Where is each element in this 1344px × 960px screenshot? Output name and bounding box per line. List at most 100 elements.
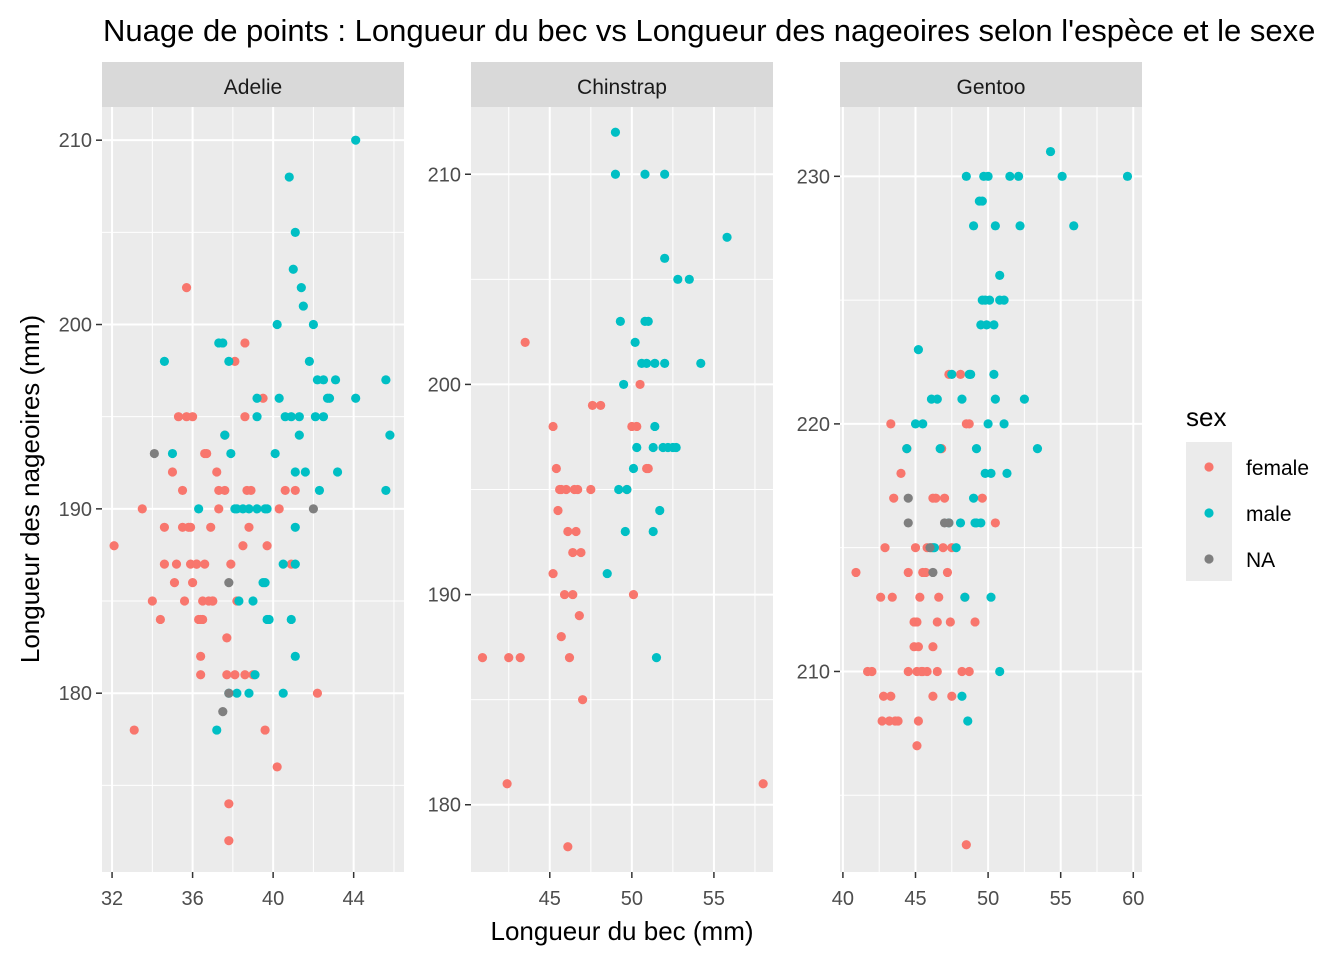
data-point [286, 412, 296, 422]
data-point [971, 444, 982, 454]
data-point [642, 358, 652, 369]
data-point [1045, 146, 1056, 157]
data-point [893, 716, 903, 726]
data-point [556, 632, 566, 642]
data-point [886, 419, 896, 429]
data-point [200, 559, 210, 569]
data-point [502, 779, 512, 789]
data-point [264, 614, 274, 625]
data-point [232, 688, 242, 698]
data-point [628, 589, 639, 600]
data-point [250, 670, 260, 680]
data-point [188, 577, 198, 588]
facet-strip-label: Gentoo [957, 76, 1026, 99]
series-female [109, 283, 323, 846]
data-point [262, 541, 272, 551]
data-point [185, 522, 196, 532]
x-tick-label: 40 [832, 888, 854, 910]
data-point [995, 666, 1005, 677]
data-point [977, 196, 987, 206]
data-point [1005, 171, 1015, 181]
data-point [214, 504, 224, 514]
data-point [1019, 394, 1029, 404]
data-point [913, 345, 924, 355]
data-point [758, 779, 768, 789]
data-point [351, 135, 361, 145]
data-point [999, 419, 1009, 429]
data-point [226, 559, 236, 569]
x-tick-label: 44 [343, 888, 365, 910]
data-point [989, 320, 999, 330]
data-point [137, 504, 147, 514]
data-point [918, 419, 928, 429]
data-point [620, 526, 630, 537]
data-point [977, 493, 987, 503]
data-point [222, 670, 232, 680]
data-point [332, 467, 343, 477]
facet-strip [840, 62, 1142, 107]
data-point [903, 666, 913, 677]
data-point [240, 338, 250, 348]
data-point [330, 375, 341, 385]
data-point [574, 610, 584, 621]
data-point [559, 589, 570, 600]
y-tick-label: 210 [59, 130, 92, 152]
data-point [576, 547, 586, 558]
data-point [903, 493, 913, 503]
data-point [586, 484, 596, 495]
data-point [252, 412, 262, 422]
data-point [244, 688, 254, 698]
data-point [961, 840, 971, 850]
data-point [578, 695, 588, 705]
data-point [308, 319, 318, 330]
data-point [909, 642, 919, 652]
data-point [910, 419, 921, 429]
data-point [970, 617, 980, 627]
facet-strip [102, 62, 404, 107]
data-point [504, 653, 514, 663]
data-point [928, 642, 938, 652]
series-male [159, 135, 395, 735]
data-point [224, 799, 234, 809]
data-point [587, 400, 598, 411]
x-tick-label: 50 [621, 888, 643, 910]
data-point [477, 653, 488, 663]
data-point [660, 169, 670, 179]
data-point [318, 375, 329, 385]
data-point [910, 543, 921, 553]
data-point [932, 394, 942, 404]
data-point [324, 393, 335, 403]
data-point [1122, 171, 1133, 181]
data-point [220, 485, 230, 496]
data-point [878, 691, 889, 701]
y-tick-label: 190 [428, 585, 461, 607]
data-point [272, 762, 282, 772]
data-point [230, 670, 240, 680]
data-point [955, 518, 966, 528]
data-point [1013, 171, 1024, 181]
data-point [188, 412, 198, 422]
data-point [260, 577, 270, 588]
data-point [602, 568, 612, 579]
data-point [968, 493, 979, 503]
data-point [880, 543, 890, 553]
legend-key-na [1204, 554, 1214, 564]
data-point [650, 358, 660, 369]
data-point [304, 356, 314, 366]
plot-background [840, 107, 1142, 872]
data-point [957, 394, 967, 404]
data-point [568, 589, 578, 600]
data-point [167, 448, 178, 459]
data-point [945, 617, 955, 627]
facet-strip [471, 62, 773, 107]
data-point [1069, 221, 1079, 231]
data-point [248, 596, 258, 606]
data-point [548, 421, 558, 432]
data-point [912, 741, 922, 751]
data-point [632, 421, 642, 432]
data-point [902, 444, 912, 454]
series-male [602, 127, 732, 663]
data-point [226, 448, 236, 459]
data-point [240, 412, 250, 422]
data-point [989, 369, 999, 379]
